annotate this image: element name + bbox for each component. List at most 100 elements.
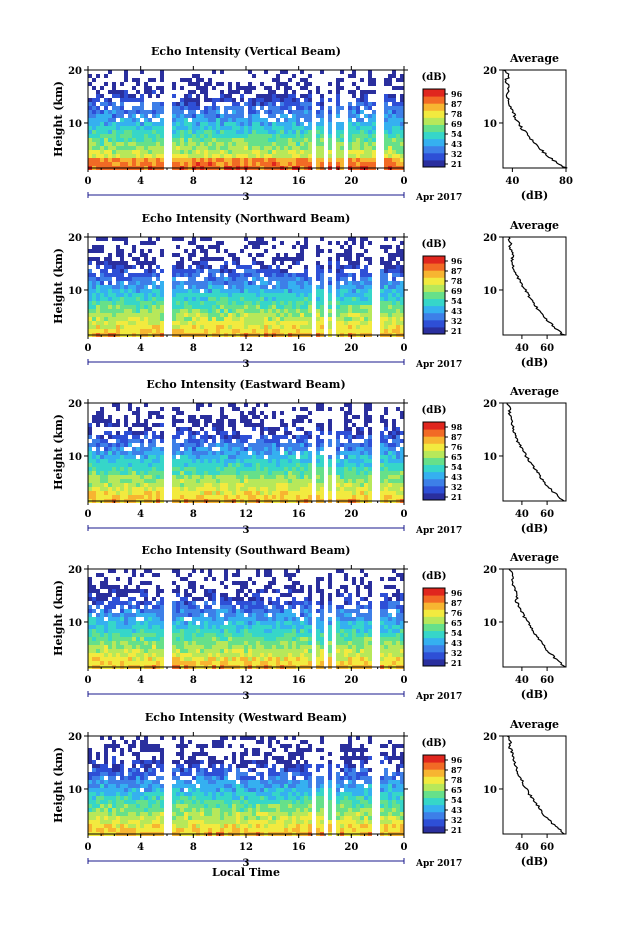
colorbar-tick-3-0: 96	[451, 588, 463, 598]
date-label-2: Apr 2017	[415, 526, 462, 536]
colorbar-tick-3-5: 43	[451, 638, 463, 648]
y-axis-label-2: Height (km)	[52, 414, 65, 490]
day-tick-label-2: 3	[243, 525, 250, 536]
colorbar-tick-0-3: 69	[451, 119, 463, 129]
x-tick-label-2-2: 8	[190, 509, 197, 520]
x-tick-label-2-0: 0	[85, 509, 92, 520]
colorbar-unit-1: (dB)	[422, 239, 447, 250]
x-tick-label-1-2: 8	[190, 343, 197, 354]
avg-frame-0	[502, 69, 567, 169]
avg-profile-line-1	[507, 236, 565, 336]
avg-title-0: Average	[509, 52, 559, 65]
colorbar-tick-3-6: 32	[451, 648, 462, 658]
avg-y-tick-0-1: 20	[483, 66, 497, 77]
date-label-1: Apr 2017	[415, 360, 462, 370]
colorbar-unit-4: (dB)	[422, 738, 447, 749]
panel-title-4: Echo Intensity (Westward Beam)	[145, 711, 347, 724]
x-tick-label-2-1: 4	[137, 509, 144, 520]
colorbar-tick-0-7: 21	[451, 159, 462, 169]
x-tick-label-4-0: 0	[85, 842, 92, 853]
colorbar-tick-4-6: 32	[451, 815, 462, 825]
x-tick-label-0-3: 12	[239, 176, 253, 187]
panel-title-2: Echo Intensity (Eastward Beam)	[146, 378, 345, 391]
colorbar-tick-2-4: 54	[451, 462, 463, 472]
x-tick-label-3-5: 20	[344, 675, 358, 686]
y-tick-label-0-1: 20	[68, 66, 82, 77]
colorbar-tick-1-5: 43	[451, 306, 463, 316]
y-axis-label-4: Height (km)	[52, 747, 65, 823]
colorbar-tick-2-0: 98	[451, 422, 463, 432]
x-tick-label-3-3: 12	[239, 675, 253, 686]
y-tick-label-3-1: 20	[68, 565, 82, 576]
colorbar-tick-3-3: 65	[451, 618, 462, 628]
avg-y-tick-2-1: 20	[483, 399, 497, 410]
colorbar-1	[422, 255, 448, 335]
panel-title-0: Echo Intensity (Vertical Beam)	[151, 45, 341, 58]
x-tick-label-2-4: 16	[292, 509, 306, 520]
panel-3	[84, 565, 567, 697]
colorbar-tick-3-1: 87	[451, 598, 462, 608]
x-tick-label-4-6: 0	[401, 842, 408, 853]
x-tick-label-1-1: 4	[137, 343, 144, 354]
colorbar-tick-4-0: 96	[451, 755, 463, 765]
colorbar-4	[422, 754, 448, 834]
x-tick-label-1-4: 16	[292, 343, 306, 354]
avg-profile-1	[499, 236, 567, 339]
x-tick-label-0-1: 4	[137, 176, 144, 187]
avg-y-tick-2-0: 10	[483, 452, 497, 463]
colorbar-tick-0-5: 43	[451, 139, 463, 149]
colorbar-unit-0: (dB)	[422, 72, 447, 83]
colorbar-tick-2-6: 32	[451, 482, 462, 492]
x-tick-label-1-3: 12	[239, 343, 253, 354]
y-tick-label-2-1: 20	[68, 399, 82, 410]
avg-frame-1	[502, 236, 567, 336]
avg-title-3: Average	[509, 551, 559, 564]
avg-profile-line-4	[506, 735, 565, 835]
avg-title-4: Average	[509, 718, 559, 731]
y-tick-label-1-1: 20	[68, 233, 82, 244]
heatmap-2	[88, 403, 404, 503]
colorbar-2	[422, 421, 448, 501]
x-tick-label-0-2: 8	[190, 176, 197, 187]
panel-2	[84, 399, 567, 531]
heatmap-4	[88, 736, 404, 836]
day-tick-label-0: 3	[243, 192, 250, 203]
avg-x-tick-0-1: 80	[559, 176, 573, 187]
colorbar-tick-1-2: 78	[451, 276, 463, 286]
x-tick-label-4-5: 20	[344, 842, 358, 853]
x-tick-label-1-5: 20	[344, 343, 358, 354]
avg-profile-3	[499, 568, 567, 671]
x-tick-label-2-5: 20	[344, 509, 358, 520]
colorbar-tick-0-6: 32	[451, 149, 462, 159]
day-tick-label-1: 3	[243, 359, 250, 370]
x-tick-label-3-4: 16	[292, 675, 306, 686]
panel-1	[84, 233, 567, 365]
date-label-0: Apr 2017	[415, 193, 462, 203]
colorbar-3	[422, 587, 448, 667]
x-tick-label-2-3: 12	[239, 509, 253, 520]
avg-profile-line-2	[506, 402, 565, 502]
y-axis-label-0: Height (km)	[52, 81, 65, 157]
colorbar-tick-4-4: 54	[451, 795, 463, 805]
x-tick-label-4-4: 16	[292, 842, 306, 853]
colorbar-tick-3-2: 76	[451, 608, 463, 618]
colorbar-tick-2-5: 43	[451, 472, 463, 482]
x-tick-label-1-0: 0	[85, 343, 92, 354]
colorbar-0	[422, 88, 448, 168]
y-axis-label-1: Height (km)	[52, 248, 65, 324]
avg-x-label-3: (dB)	[521, 688, 548, 701]
avg-profile-0	[499, 69, 568, 172]
colorbar-tick-2-3: 65	[451, 452, 462, 462]
colorbar-tick-0-0: 96	[451, 89, 463, 99]
avg-y-tick-0-0: 10	[483, 119, 497, 130]
avg-y-tick-4-1: 20	[483, 732, 497, 743]
y-tick-label-3-0: 10	[68, 618, 82, 629]
avg-x-tick-2-0: 40	[515, 509, 529, 520]
avg-x-tick-3-1: 60	[540, 675, 554, 686]
heatmap-1	[88, 237, 404, 337]
y-tick-label-4-0: 10	[68, 785, 82, 796]
date-label-4: Apr 2017	[415, 859, 462, 869]
colorbar-tick-0-4: 54	[451, 129, 463, 139]
panel-title-3: Echo Intensity (Southward Beam)	[142, 544, 351, 557]
day-tick-label-3: 3	[243, 691, 250, 702]
